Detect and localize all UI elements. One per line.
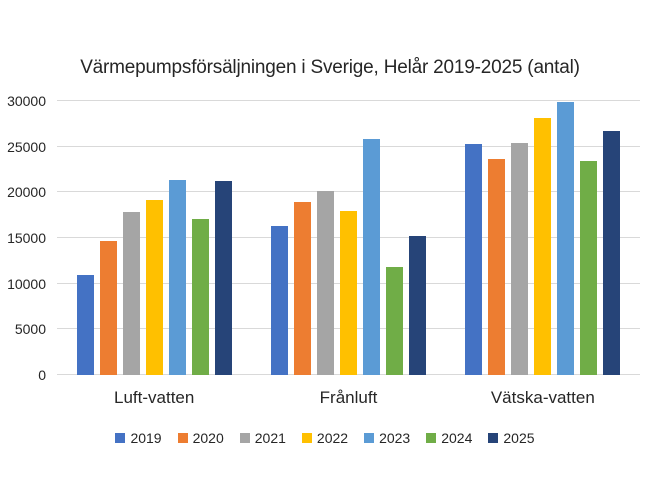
bar-2024 bbox=[580, 161, 598, 375]
bar-2023 bbox=[557, 101, 575, 375]
y-axis-tick-label: 0 bbox=[38, 367, 46, 383]
y-axis-tick-label: 10000 bbox=[7, 275, 46, 292]
bar-2019 bbox=[270, 226, 288, 375]
legend-label: 2020 bbox=[192, 430, 224, 446]
bar-2020 bbox=[293, 202, 311, 375]
bar-groups bbox=[57, 101, 640, 375]
legend-swatch-icon bbox=[177, 433, 188, 443]
legend-label: 2019 bbox=[130, 430, 162, 446]
plot-area bbox=[57, 100, 640, 375]
legend-item-2022: 2022 bbox=[301, 430, 349, 446]
chart-title: Värmepumpsförsäljningen i Sverige, Helår… bbox=[80, 57, 580, 78]
bar-2021 bbox=[316, 191, 334, 375]
bar-2025 bbox=[214, 181, 232, 375]
legend-item-2023: 2023 bbox=[364, 430, 410, 446]
legend-label: 2021 bbox=[254, 430, 286, 446]
bar-2023 bbox=[168, 180, 186, 375]
bar-2021 bbox=[122, 212, 140, 375]
legend: 2019 2020 2021 2022 2023 2024 2025 bbox=[0, 430, 650, 446]
y-axis-tick-label: 5000 bbox=[14, 321, 46, 338]
y-axis-tick-label: 30000 bbox=[7, 93, 46, 109]
legend-item-2021: 2021 bbox=[239, 430, 286, 446]
bar-2021 bbox=[511, 143, 529, 375]
x-axis-label-v-tska-vatten: Vätska-vatten bbox=[490, 388, 595, 407]
legend-swatch-icon bbox=[426, 433, 437, 443]
gridline bbox=[57, 191, 640, 193]
legend-swatch-icon bbox=[239, 433, 250, 443]
bar-group-fr-nluft bbox=[251, 101, 445, 375]
y-axis: 0 5000 10000 15000 20000 25000 30000 bbox=[0, 93, 48, 383]
bar-2022 bbox=[145, 199, 163, 375]
bar-2024 bbox=[191, 218, 209, 375]
bar-2019 bbox=[465, 143, 483, 375]
bar-2024 bbox=[385, 267, 403, 375]
legend-item-2025: 2025 bbox=[488, 430, 535, 446]
legend-label: 2025 bbox=[503, 430, 535, 446]
legend-swatch-icon bbox=[115, 433, 126, 443]
bar-2020 bbox=[99, 240, 117, 375]
legend-label: 2022 bbox=[316, 430, 349, 446]
legend-swatch-icon bbox=[488, 433, 499, 443]
bar-2020 bbox=[488, 158, 506, 375]
bar-group-luft-vatten bbox=[57, 101, 251, 375]
x-axis-label-fr-nluft: Frånluft bbox=[319, 388, 378, 407]
gridline bbox=[57, 100, 640, 101]
bar-2022 bbox=[339, 210, 357, 375]
bar-2019 bbox=[76, 274, 94, 375]
legend-swatch-icon bbox=[301, 433, 312, 443]
legend-swatch-icon bbox=[364, 433, 375, 443]
x-axis-category-labels: Luft-vatten Frånluft Vätska-vatten bbox=[57, 388, 640, 408]
bar-2023 bbox=[362, 139, 380, 375]
bar-2025 bbox=[408, 236, 426, 375]
gridline bbox=[57, 145, 640, 147]
legend-item-2024: 2024 bbox=[426, 430, 472, 446]
bar-2025 bbox=[603, 131, 621, 375]
legend-item-2020: 2020 bbox=[177, 430, 224, 446]
legend-item-2019: 2019 bbox=[115, 430, 162, 446]
y-axis-tick-label: 25000 bbox=[7, 138, 46, 155]
legend-label: 2024 bbox=[441, 430, 473, 446]
legend-label: 2023 bbox=[379, 430, 411, 446]
bar-2022 bbox=[534, 118, 552, 375]
y-axis-tick-label: 15000 bbox=[7, 230, 46, 246]
x-axis-label-luft-vatten: Luft-vatten bbox=[114, 388, 195, 407]
y-axis-tick-label: 20000 bbox=[7, 184, 46, 201]
bar-group-v-tska-vatten bbox=[446, 101, 640, 375]
